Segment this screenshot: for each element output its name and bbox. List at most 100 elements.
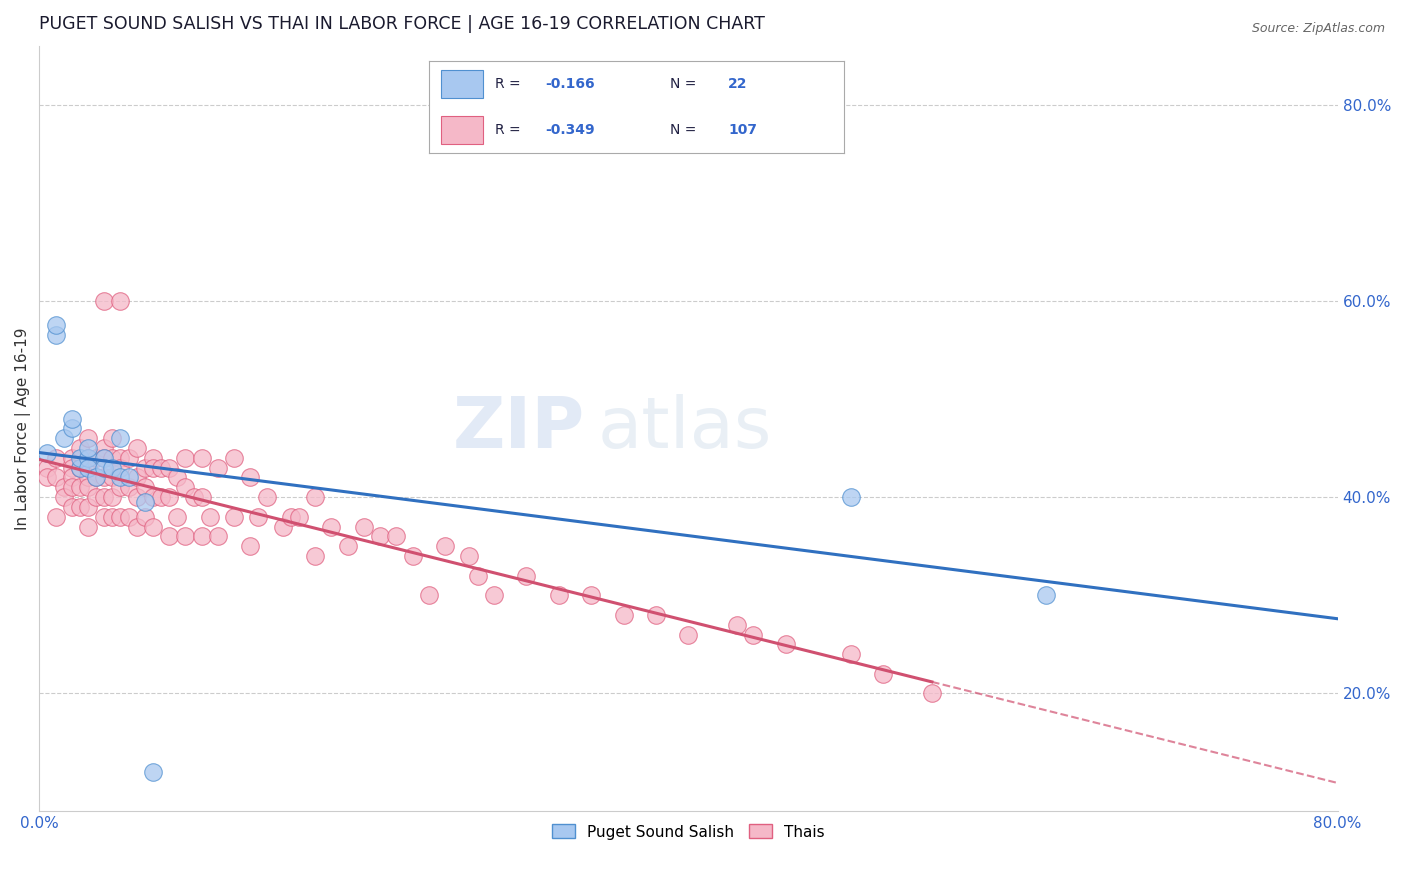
Point [77, 441, 100, 455]
Text: ZIP: ZIP [453, 394, 585, 463]
Point [418, 588, 440, 602]
Point [101, 431, 124, 445]
Point [60, 450, 83, 465]
Point [117, 450, 139, 465]
Point [77, 450, 100, 465]
Point [725, 617, 748, 632]
Point [101, 490, 124, 504]
Point [77, 500, 100, 514]
Point [125, 490, 148, 504]
Point [110, 470, 132, 484]
Point [385, 529, 408, 543]
Point [69, 450, 91, 465]
Point [515, 568, 537, 582]
Point [247, 509, 270, 524]
Point [101, 470, 124, 484]
Point [134, 460, 156, 475]
Point [401, 549, 423, 563]
Point [60, 500, 83, 514]
Point [69, 460, 91, 475]
Point [45, 470, 67, 484]
Point [183, 490, 205, 504]
Point [125, 441, 148, 455]
Point [142, 460, 165, 475]
Point [52, 490, 75, 504]
Point [93, 490, 115, 504]
Text: atlas: atlas [598, 394, 772, 463]
Point [190, 490, 212, 504]
Point [368, 529, 391, 543]
Point [1035, 588, 1057, 602]
Point [110, 293, 132, 308]
Point [93, 460, 115, 475]
Point [134, 509, 156, 524]
Point [190, 450, 212, 465]
Point [93, 441, 115, 455]
Point [336, 539, 359, 553]
Point [239, 470, 262, 484]
Point [77, 460, 100, 475]
Point [142, 764, 165, 779]
Point [434, 539, 457, 553]
Point [60, 411, 83, 425]
Legend: Puget Sound Salish, Thais: Puget Sound Salish, Thais [546, 818, 831, 846]
Point [77, 470, 100, 484]
Point [84, 490, 107, 504]
Point [110, 480, 132, 494]
Point [84, 450, 107, 465]
Point [467, 568, 489, 582]
Point [458, 549, 481, 563]
Point [579, 588, 602, 602]
Point [45, 450, 67, 465]
Point [142, 490, 165, 504]
Point [45, 328, 67, 343]
Point [921, 686, 943, 700]
Point [110, 509, 132, 524]
Point [134, 495, 156, 509]
Point [304, 490, 326, 504]
Point [174, 450, 197, 465]
Point [37, 470, 59, 484]
Point [69, 460, 91, 475]
Point [77, 431, 100, 445]
Point [239, 539, 262, 553]
Y-axis label: In Labor Force | Age 16-19: In Labor Force | Age 16-19 [15, 327, 31, 530]
Point [174, 529, 197, 543]
Point [207, 460, 229, 475]
Point [110, 460, 132, 475]
Point [45, 318, 67, 333]
Point [157, 490, 180, 504]
Point [117, 470, 139, 484]
Point [174, 480, 197, 494]
Point [166, 470, 188, 484]
Point [321, 519, 343, 533]
Point [280, 509, 302, 524]
Point [93, 450, 115, 465]
Point [353, 519, 375, 533]
Point [77, 519, 100, 533]
Point [117, 509, 139, 524]
Point [125, 470, 148, 484]
Point [839, 490, 862, 504]
Point [37, 460, 59, 475]
Point [117, 480, 139, 494]
Point [60, 470, 83, 484]
Point [142, 519, 165, 533]
Point [37, 446, 59, 460]
Point [271, 519, 294, 533]
Point [60, 480, 83, 494]
Point [207, 529, 229, 543]
Point [110, 450, 132, 465]
Point [101, 460, 124, 475]
Point [547, 588, 569, 602]
Point [166, 509, 188, 524]
Point [775, 637, 797, 651]
Point [142, 450, 165, 465]
Point [157, 460, 180, 475]
Point [839, 647, 862, 661]
Point [84, 470, 107, 484]
Text: Source: ZipAtlas.com: Source: ZipAtlas.com [1251, 22, 1385, 36]
Point [150, 490, 173, 504]
Point [69, 441, 91, 455]
Point [101, 509, 124, 524]
